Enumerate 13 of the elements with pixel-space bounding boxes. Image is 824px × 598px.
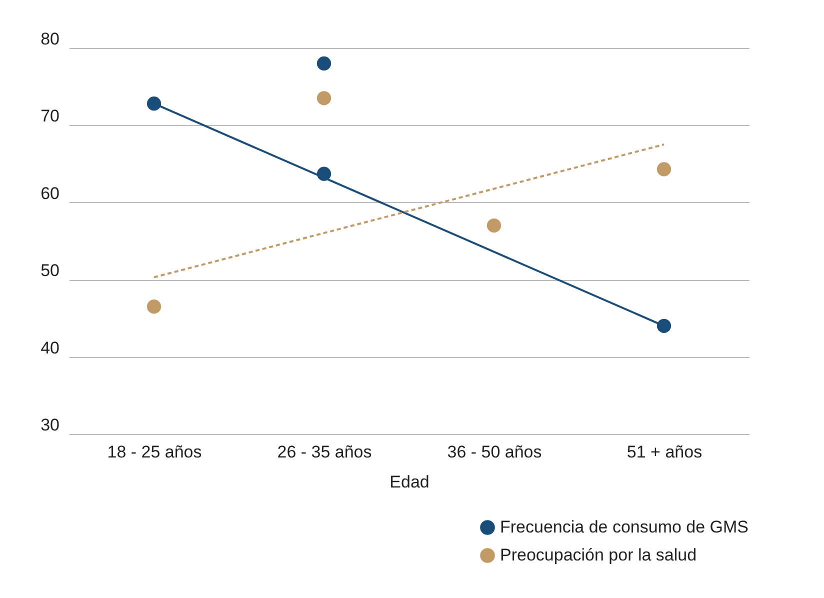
y-tick-label: 80: [40, 30, 60, 48]
y-tick-label: 70: [40, 106, 60, 126]
x-axis-title: Edad: [390, 472, 430, 492]
x-tick-label: 51 + años: [626, 442, 702, 462]
legend-label: Frecuencia de consumo de GMS: [500, 518, 749, 536]
y-tick-label: 40: [40, 338, 60, 358]
y-tick-label: 50: [40, 261, 60, 280]
x-tick-label: 36 - 50 años: [447, 442, 542, 462]
y-tick-label: 60: [40, 184, 60, 203]
legend-label: Preocupación por la salud: [500, 546, 697, 564]
x-tick-label: 26 - 35 años: [277, 442, 372, 462]
y-tick-label: 30: [40, 416, 60, 434]
x-tick-label: 18 - 25 años: [107, 442, 202, 462]
